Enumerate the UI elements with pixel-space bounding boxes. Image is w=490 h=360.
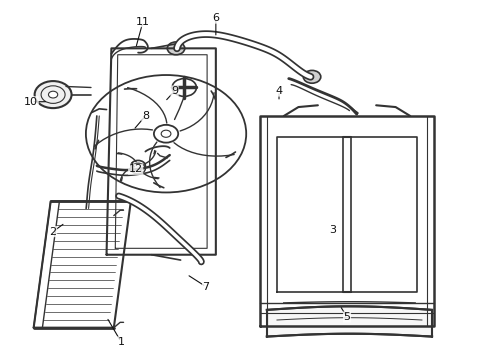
Text: 11: 11	[136, 17, 150, 27]
Text: 7: 7	[202, 282, 210, 292]
Circle shape	[131, 161, 146, 171]
Text: 1: 1	[118, 337, 124, 347]
Circle shape	[35, 81, 72, 108]
Circle shape	[167, 42, 185, 55]
Text: 5: 5	[343, 312, 350, 322]
Text: 8: 8	[142, 111, 149, 121]
Text: 3: 3	[329, 225, 336, 235]
Text: 2: 2	[49, 226, 57, 237]
Text: 12: 12	[128, 164, 143, 174]
Circle shape	[172, 78, 196, 96]
Circle shape	[49, 91, 58, 98]
Text: 4: 4	[275, 86, 283, 96]
Text: 9: 9	[171, 86, 178, 96]
Text: 6: 6	[212, 13, 220, 23]
Circle shape	[131, 163, 146, 174]
Circle shape	[303, 71, 321, 83]
Text: 10: 10	[24, 97, 38, 107]
Circle shape	[154, 125, 178, 143]
